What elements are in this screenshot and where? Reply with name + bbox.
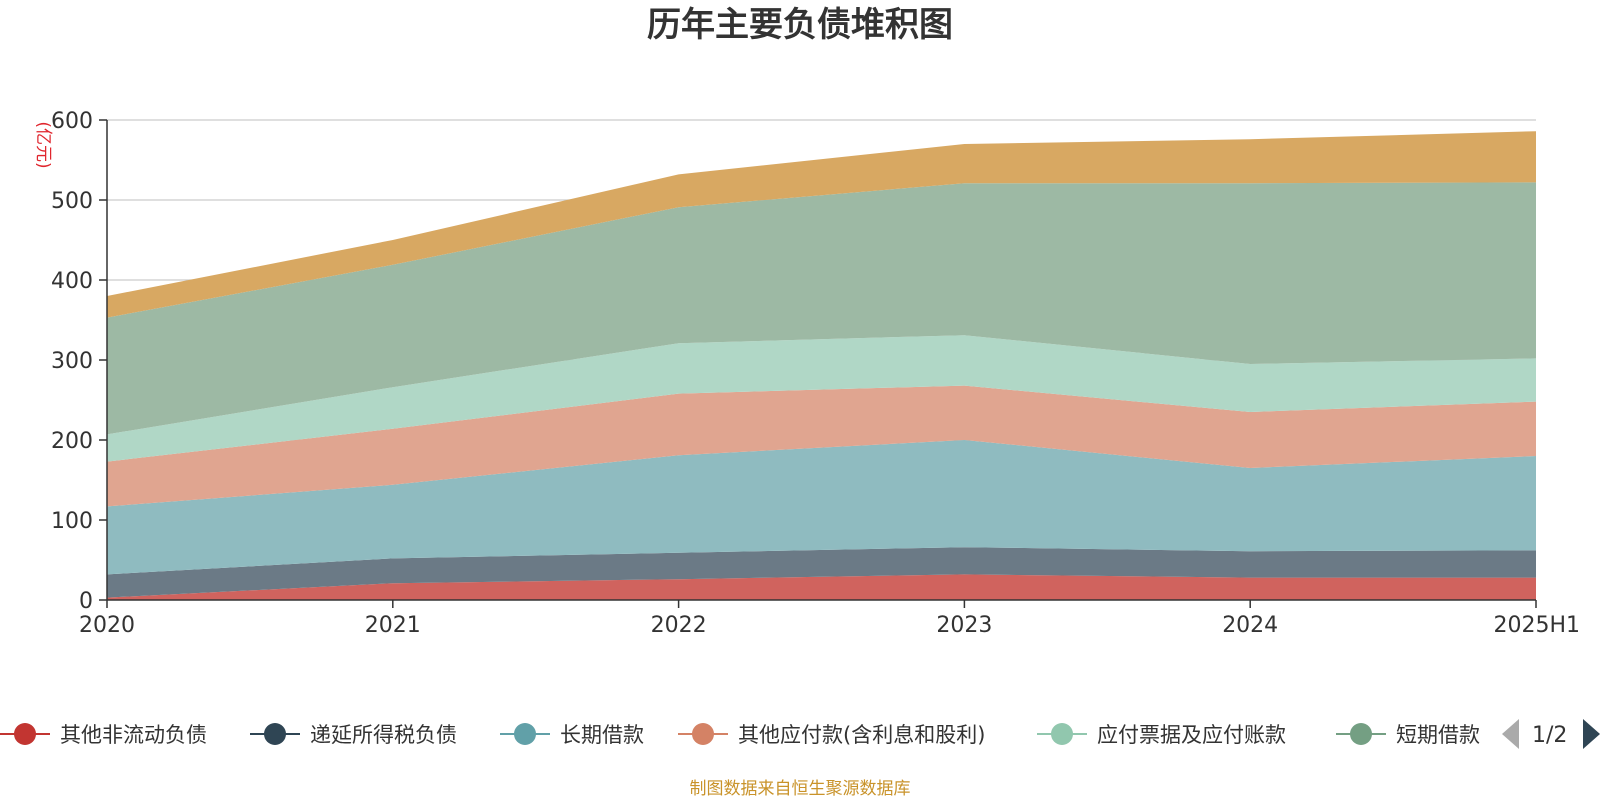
x-tick-label: 2022 [651, 613, 707, 638]
area-series [107, 131, 1536, 600]
x-tick-label: 2023 [936, 613, 992, 638]
legend-item[interactable]: 其他非流动负债 [0, 723, 207, 747]
legend-item[interactable]: 长期借款 [500, 723, 644, 747]
source-note: 制图数据来自恒生聚源数据库 [690, 779, 911, 799]
y-tick-label: 500 [51, 189, 93, 214]
x-tick-label: 2021 [365, 613, 421, 638]
y-tick-label: 200 [51, 429, 93, 454]
area-series-3 [107, 440, 1536, 575]
y-tick-label: 400 [51, 269, 93, 294]
y-axis-ticks: 0 100 200 300 400 500 600 [51, 109, 107, 614]
legend-page-indicator: 1/2 [1532, 723, 1567, 748]
x-tick-label: 2020 [79, 613, 135, 638]
legend-prev-icon[interactable] [1502, 719, 1519, 749]
area-series-7 [107, 131, 1536, 318]
legend-pager: 1/2 [1502, 719, 1600, 749]
legend-next-icon[interactable] [1583, 719, 1600, 749]
legend-label: 长期借款 [560, 723, 644, 747]
y-tick-label: 300 [51, 349, 93, 374]
legend-marker [1051, 723, 1073, 745]
y-tick-label: 100 [51, 509, 93, 534]
chart-title: 历年主要负债堆积图 [647, 5, 953, 45]
legend-label: 递延所得税负债 [310, 723, 457, 747]
x-tick-label: 2024 [1222, 613, 1278, 638]
legend-item[interactable]: 递延所得税负债 [250, 723, 457, 747]
y-axis-unit: (亿元) [33, 121, 53, 168]
x-tick-label: 2025H1 [1493, 613, 1580, 638]
legend-item[interactable]: 应付票据及应付账款 [1037, 723, 1286, 747]
y-tick-label: 600 [51, 109, 93, 134]
legend-label: 应付票据及应付账款 [1097, 723, 1286, 747]
legend-item[interactable]: 短期借款 [1336, 723, 1480, 747]
area-series-1 [107, 574, 1536, 600]
x-axis-ticks: 2020 2021 2022 2023 2024 2025H1 [79, 600, 1580, 638]
legend-label: 其他应付款(含利息和股利) [738, 723, 985, 747]
legend-label: 短期借款 [1396, 723, 1480, 747]
y-tick-label: 0 [79, 589, 93, 614]
legend-marker [264, 723, 286, 745]
area-series-5 [107, 335, 1536, 462]
area-series-2 [107, 547, 1536, 598]
legend: 其他非流动负债 递延所得税负债 长期借款 其他应付款(含利息和股利) 应付票据及应付账款… [0, 723, 1480, 747]
legend-marker [692, 723, 714, 745]
legend-item[interactable]: 其他应付款(含利息和股利) [678, 723, 985, 747]
legend-marker [1350, 723, 1372, 745]
legend-marker [514, 723, 536, 745]
area-series-4 [107, 385, 1536, 507]
legend-marker [14, 723, 36, 745]
area-series-6 [107, 182, 1536, 435]
legend-label: 其他非流动负债 [60, 723, 207, 747]
